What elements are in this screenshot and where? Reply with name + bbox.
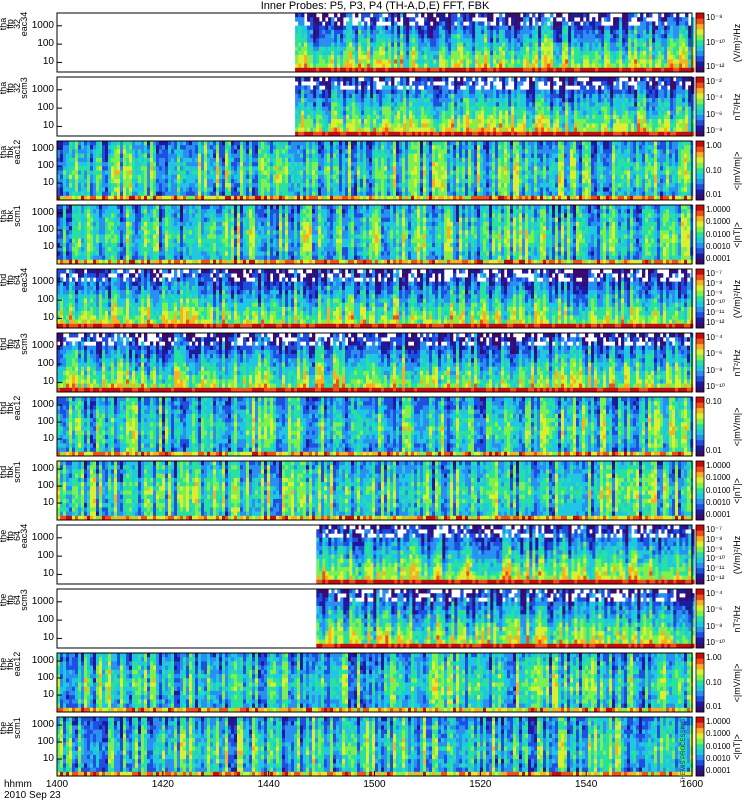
colorbar-tick-label: 0.0001 bbox=[706, 765, 730, 776]
colorbar-tick-label: 0.0010 bbox=[706, 753, 730, 764]
y-tick-label: 10 bbox=[26, 753, 54, 764]
colorbar-tick-label: 0.1000 bbox=[706, 728, 730, 739]
colorbar bbox=[696, 717, 704, 776]
y-tick-label: 100 bbox=[26, 736, 54, 747]
colorbar-tick-label: 1.0000 bbox=[706, 716, 730, 727]
colorbar-tick-label: 0.0100 bbox=[706, 741, 730, 752]
y-tick-label: 1000 bbox=[26, 719, 54, 730]
colorbar-label: <|nT|> bbox=[732, 717, 742, 777]
y-axis-label-line: scm1 bbox=[14, 698, 21, 758]
spectrogram-cells bbox=[57, 717, 693, 776]
